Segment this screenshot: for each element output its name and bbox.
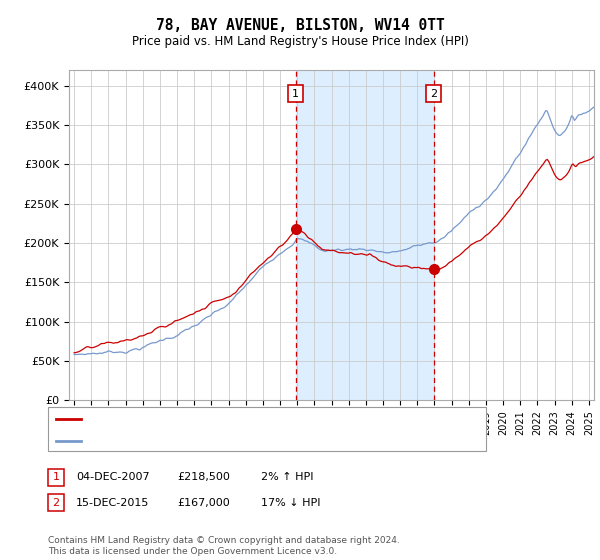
Text: HPI: Average price, detached house, Wolverhampton: HPI: Average price, detached house, Wolv… bbox=[84, 436, 359, 446]
Text: 15-DEC-2015: 15-DEC-2015 bbox=[76, 498, 149, 508]
Text: £167,000: £167,000 bbox=[177, 498, 230, 508]
Bar bbox=[296, 70, 434, 400]
Text: 2: 2 bbox=[53, 498, 59, 508]
Text: 1: 1 bbox=[53, 472, 59, 482]
Text: 2: 2 bbox=[430, 88, 437, 99]
Text: £218,500: £218,500 bbox=[177, 472, 230, 482]
Text: 17% ↓ HPI: 17% ↓ HPI bbox=[261, 498, 320, 508]
Text: 04-DEC-2007: 04-DEC-2007 bbox=[76, 472, 150, 482]
Text: 1: 1 bbox=[292, 88, 299, 99]
Text: 78, BAY AVENUE, BILSTON, WV14 0TT (detached house): 78, BAY AVENUE, BILSTON, WV14 0TT (detac… bbox=[84, 414, 374, 424]
Text: 78, BAY AVENUE, BILSTON, WV14 0TT: 78, BAY AVENUE, BILSTON, WV14 0TT bbox=[155, 18, 445, 32]
Text: Contains HM Land Registry data © Crown copyright and database right 2024.
This d: Contains HM Land Registry data © Crown c… bbox=[48, 536, 400, 556]
Text: 2% ↑ HPI: 2% ↑ HPI bbox=[261, 472, 314, 482]
Text: Price paid vs. HM Land Registry's House Price Index (HPI): Price paid vs. HM Land Registry's House … bbox=[131, 35, 469, 49]
